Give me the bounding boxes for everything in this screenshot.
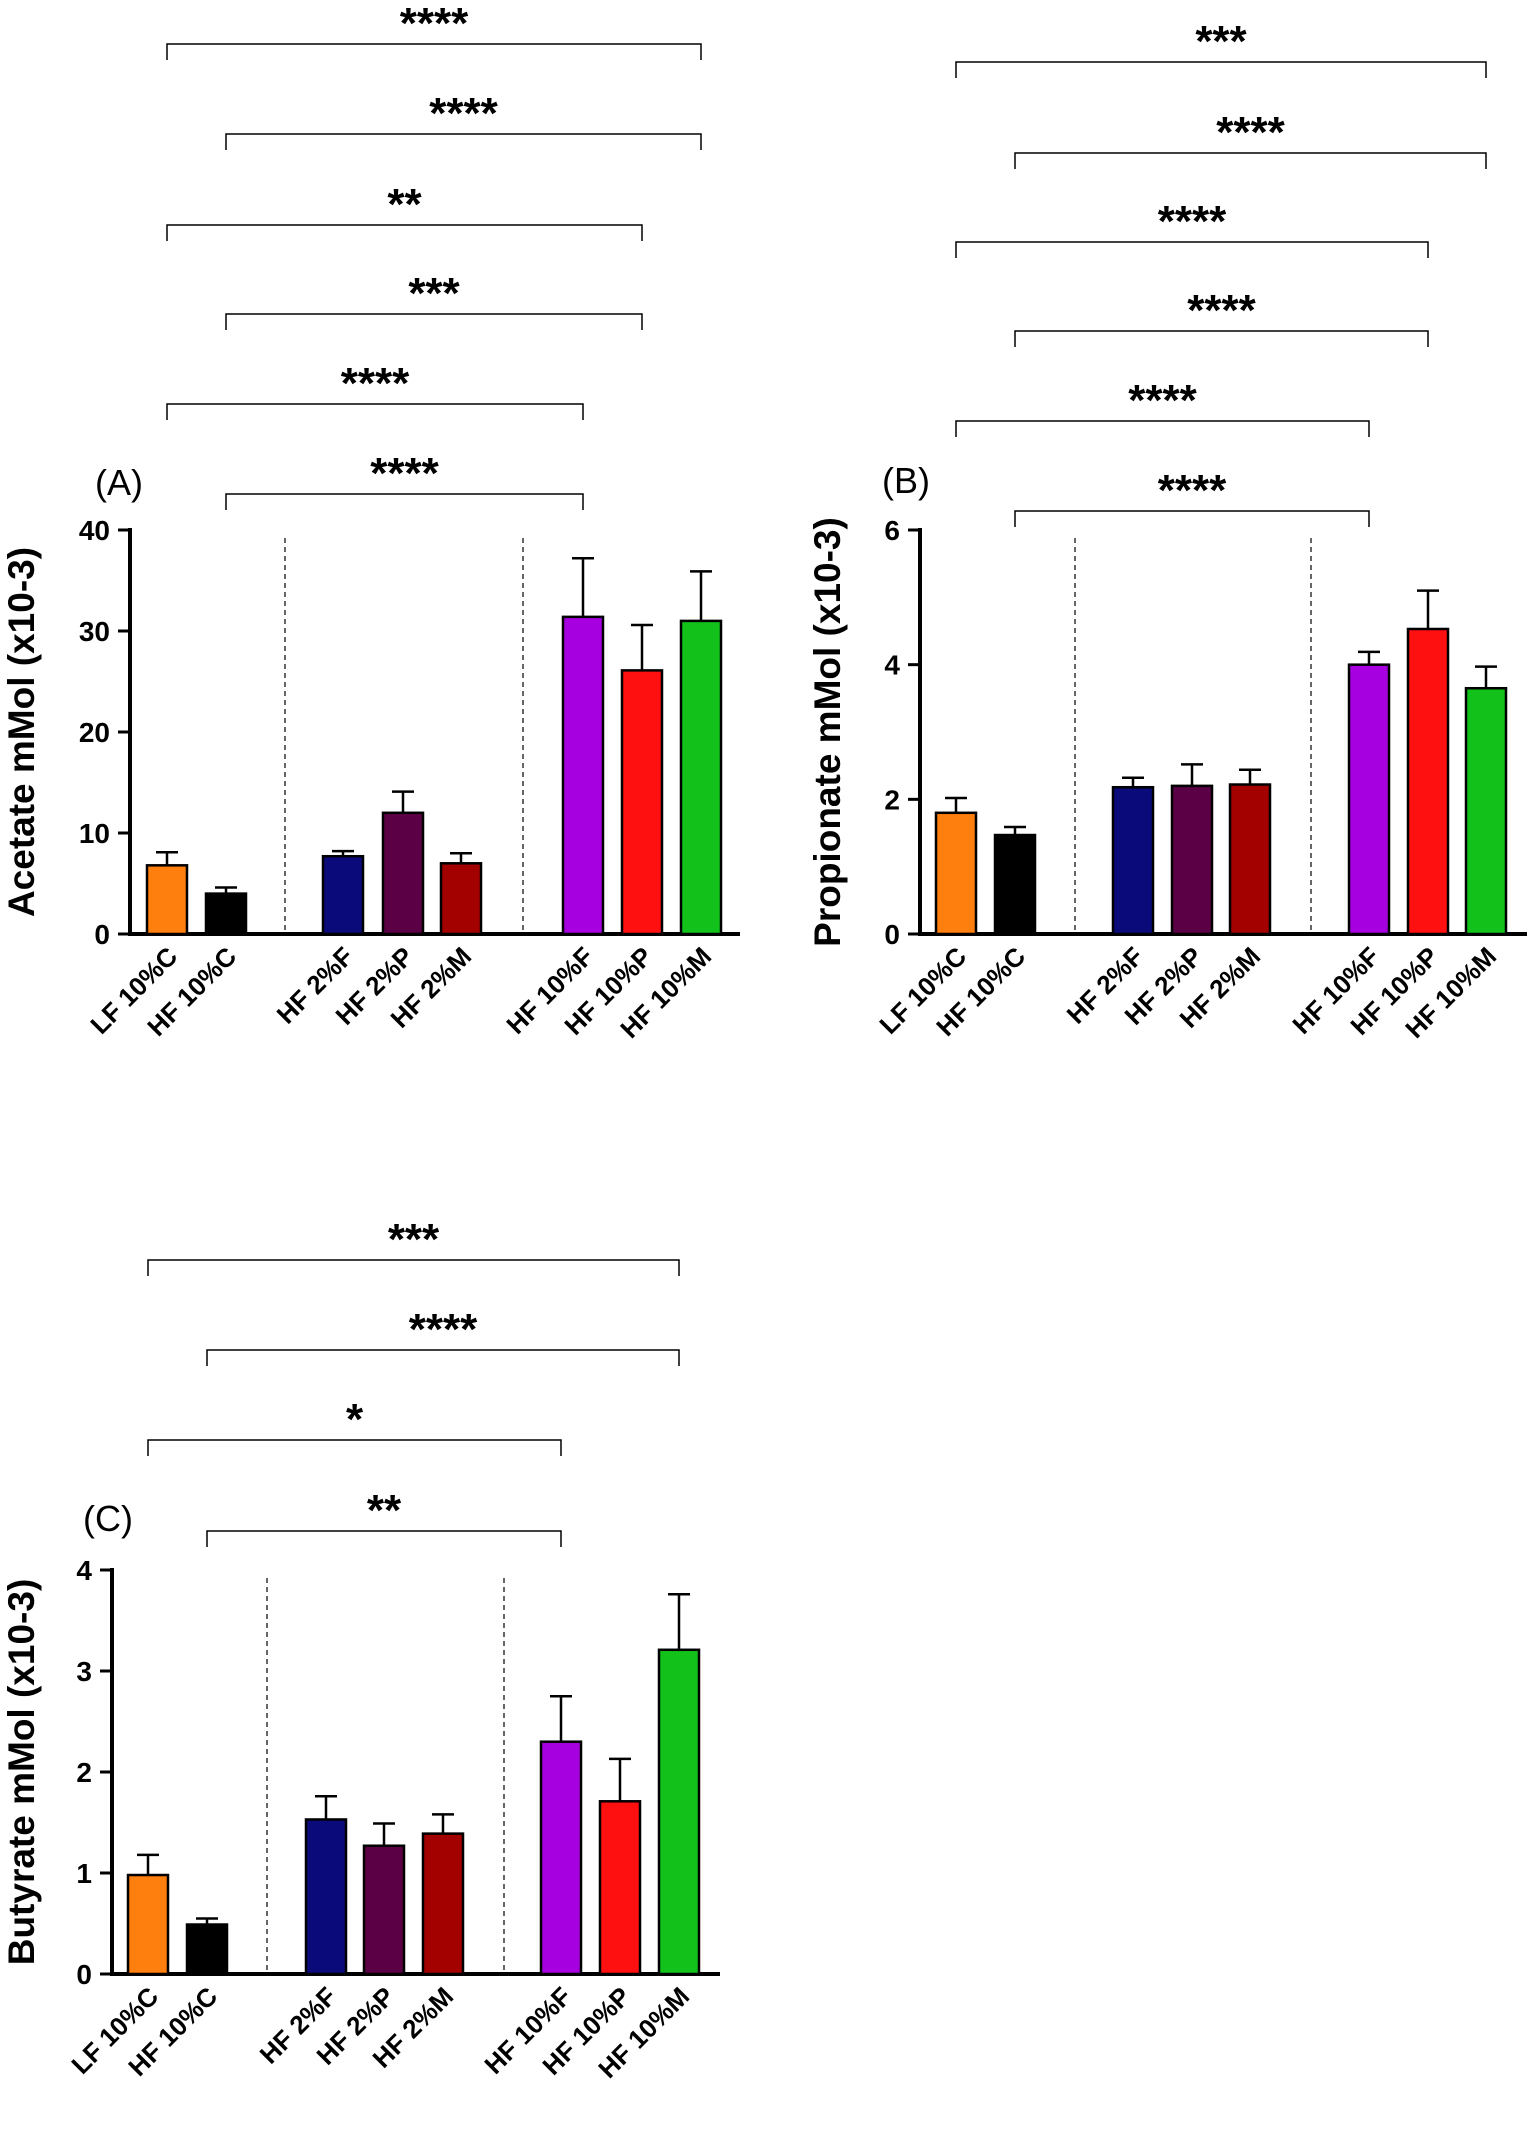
significance-bracket bbox=[166, 403, 584, 420]
y-axis-label: Propionate mMol (x10-3) bbox=[807, 517, 848, 947]
panel-label: (B) bbox=[882, 460, 930, 501]
bar-hf-2f bbox=[304, 1818, 348, 1976]
significance-label: **** bbox=[370, 449, 439, 498]
panel-label: (A) bbox=[95, 462, 143, 503]
significance-bracket bbox=[206, 1349, 680, 1366]
bar-hf-10m bbox=[1464, 686, 1508, 936]
y-tick-label: 2 bbox=[76, 1757, 92, 1788]
significance-label: *** bbox=[388, 1215, 440, 1264]
bar-hf-10p bbox=[620, 669, 664, 936]
significance-label: **** bbox=[409, 1305, 478, 1354]
y-tick-label: 3 bbox=[76, 1656, 92, 1687]
significance-label: **** bbox=[341, 359, 410, 408]
significance-label: **** bbox=[1158, 197, 1227, 246]
significance-label: **** bbox=[1158, 466, 1227, 515]
bar-hf-2m bbox=[421, 1832, 465, 1976]
bar-hf-10c bbox=[993, 833, 1037, 936]
y-tick-label: 0 bbox=[884, 919, 900, 950]
bar-lf-10c bbox=[934, 811, 978, 936]
significance-label: **** bbox=[1216, 108, 1285, 157]
y-tick-label: 1 bbox=[76, 1858, 92, 1889]
significance-label: **** bbox=[1128, 376, 1197, 425]
significance-bracket bbox=[147, 1259, 680, 1276]
bar-lf-10c bbox=[145, 864, 189, 936]
bar-hf-2m bbox=[1228, 783, 1272, 936]
bar-hf-2p bbox=[381, 811, 425, 936]
bar-hf-10p bbox=[1406, 627, 1450, 936]
y-tick-label: 0 bbox=[94, 919, 110, 950]
bar-hf-10c bbox=[204, 892, 248, 936]
bar-hf-10m bbox=[657, 1648, 701, 1976]
significance-bracket bbox=[225, 493, 584, 510]
significance-bracket bbox=[225, 133, 702, 150]
bar-hf-2f bbox=[1111, 785, 1155, 936]
significance-label: **** bbox=[1187, 286, 1256, 335]
significance-bracket bbox=[1014, 330, 1429, 347]
bar-hf-10m bbox=[679, 619, 723, 936]
y-tick-label: 2 bbox=[884, 784, 900, 815]
bar-hf-10c bbox=[185, 1923, 229, 1976]
significance-bracket bbox=[1014, 510, 1370, 527]
significance-label: ** bbox=[387, 180, 422, 229]
y-tick-label: 40 bbox=[79, 515, 110, 546]
significance-label: **** bbox=[429, 89, 498, 138]
significance-bracket bbox=[166, 224, 643, 241]
significance-bracket bbox=[955, 61, 1487, 78]
y-tick-label: 4 bbox=[76, 1555, 92, 1586]
significance-bracket bbox=[225, 313, 643, 330]
significance-bracket bbox=[147, 1439, 562, 1456]
significance-bracket bbox=[206, 1530, 562, 1547]
significance-label: ** bbox=[367, 1486, 402, 1535]
bar-hf-2f bbox=[321, 854, 365, 936]
y-axis-label: Acetate mMol (x10-3) bbox=[1, 547, 42, 917]
bar-hf-10f bbox=[561, 615, 605, 936]
bar-hf-10f bbox=[539, 1740, 583, 1976]
y-tick-label: 20 bbox=[79, 717, 110, 748]
bar-hf-2p bbox=[1170, 784, 1214, 936]
y-tick-label: 30 bbox=[79, 616, 110, 647]
significance-label: * bbox=[346, 1395, 364, 1444]
bar-hf-10p bbox=[598, 1800, 642, 1976]
significance-label: *** bbox=[1195, 17, 1247, 66]
bar-hf-2p bbox=[362, 1844, 406, 1976]
panel-label: (C) bbox=[83, 1498, 133, 1539]
y-tick-label: 4 bbox=[884, 650, 900, 681]
bar-hf-2m bbox=[439, 862, 483, 936]
significance-label: *** bbox=[408, 269, 460, 318]
y-tick-label: 0 bbox=[76, 1959, 92, 1990]
y-axis-label: Butyrate mMol (x10-3) bbox=[1, 1579, 42, 1966]
y-tick-label: 6 bbox=[884, 515, 900, 546]
bar-lf-10c bbox=[126, 1873, 170, 1976]
significance-bracket bbox=[1014, 152, 1487, 169]
bar-hf-10f bbox=[1347, 663, 1391, 936]
significance-label: **** bbox=[400, 0, 469, 48]
significance-bracket bbox=[166, 43, 702, 60]
y-tick-label: 10 bbox=[79, 818, 110, 849]
significance-bracket bbox=[955, 420, 1370, 437]
significance-bracket bbox=[955, 241, 1429, 258]
